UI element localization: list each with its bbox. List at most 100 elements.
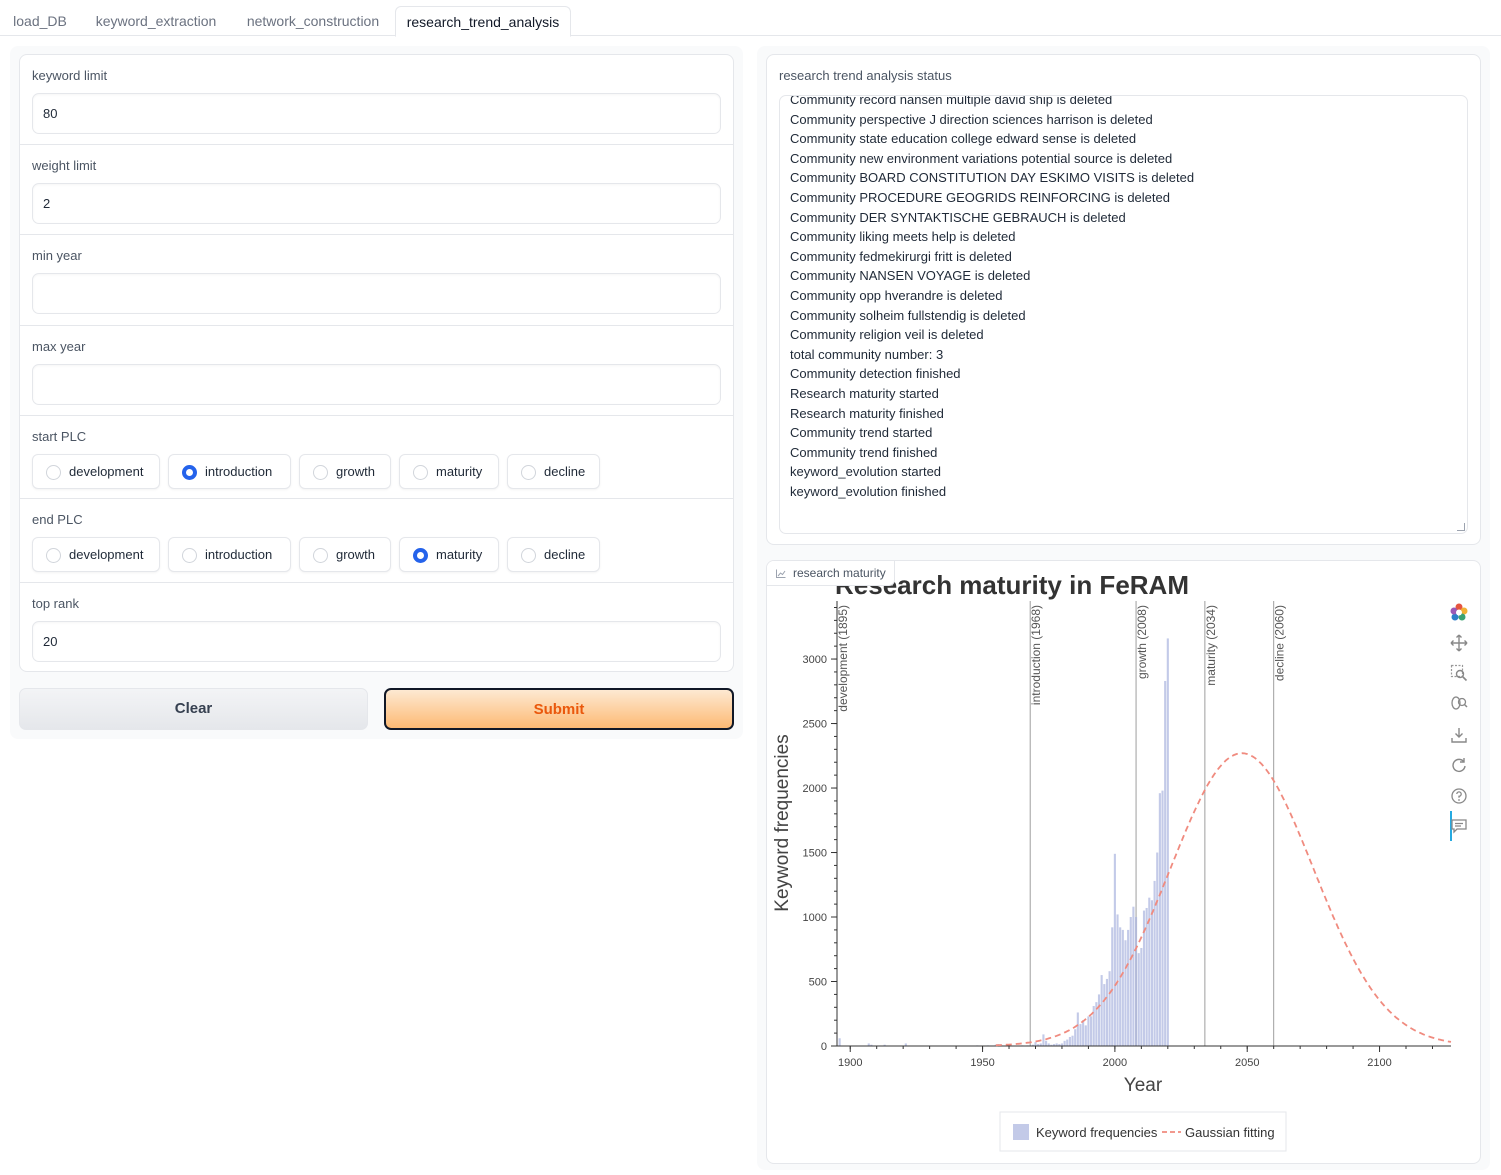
frequency-bar <box>1092 1006 1095 1046</box>
start-plc-option-maturity[interactable]: maturity <box>399 454 499 489</box>
tab-keyword-extraction[interactable]: keyword_extraction <box>95 13 217 29</box>
radio-label: maturity <box>436 464 483 479</box>
top-rank-input[interactable] <box>32 621 721 662</box>
research-maturity-chart[interactable]: Research maturity in FeRAM development (… <box>767 561 1481 1164</box>
frequency-bar <box>1060 1043 1064 1046</box>
min-year-input[interactable] <box>32 273 721 314</box>
max-year-input[interactable] <box>32 364 721 405</box>
frequency-bar <box>1166 638 1169 1046</box>
weight-limit-label: weight limit <box>32 158 97 173</box>
bokeh-logo-icon[interactable] <box>1450 603 1468 621</box>
radio-dot <box>46 548 61 563</box>
frequency-bar <box>1161 790 1164 1046</box>
status-box: research trend analysis status Community… <box>766 54 1481 545</box>
submit-button[interactable]: Submit <box>384 688 734 730</box>
status-lines: Community record nansen multiple david s… <box>790 96 1195 501</box>
hover-icon[interactable] <box>1450 817 1468 835</box>
phase-label: introduction (1968) <box>1029 605 1043 705</box>
radio-label: growth <box>336 464 376 479</box>
frequency-bar <box>1071 1035 1074 1046</box>
status-line: keyword_evolution finished <box>790 483 947 499</box>
radio-label: development <box>69 464 144 479</box>
status-line: Community NANSEN VOYAGE is deleted <box>790 268 1031 284</box>
frequency-bar <box>1090 1016 1093 1046</box>
radio-dot <box>182 465 197 480</box>
y-tick-label: 1000 <box>803 912 827 924</box>
legend-label-gaussian: Gaussian fitting <box>1185 1125 1275 1140</box>
plot-panel: research maturity Research maturity in F… <box>766 560 1481 1164</box>
radio-dot <box>521 548 536 563</box>
y-tick-label: 500 <box>809 977 827 989</box>
max-year-field: max year <box>20 326 733 416</box>
frequency-bar <box>1066 1039 1069 1046</box>
start-plc-option-growth[interactable]: growth <box>299 454 391 489</box>
y-tick-label: 0 <box>821 1041 827 1053</box>
frequency-bar <box>1108 971 1111 1046</box>
weight-limit-input[interactable] <box>32 183 721 224</box>
end-plc-label: end PLC <box>32 512 83 527</box>
tab-network-construction[interactable]: network_construction <box>246 13 380 29</box>
start-plc-option-development[interactable]: development <box>32 454 160 489</box>
box-zoom-icon[interactable] <box>1450 664 1468 682</box>
x-tick-label: 1900 <box>838 1057 862 1069</box>
frequency-bar <box>1084 1025 1087 1046</box>
frequency-bar <box>1111 927 1114 1046</box>
tab-load-db[interactable]: load_DB <box>13 13 67 29</box>
radio-dot <box>521 465 536 480</box>
pan-icon[interactable] <box>1450 634 1468 652</box>
y-tick-label: 1500 <box>803 848 827 860</box>
end-plc-option-decline[interactable]: decline <box>507 537 600 572</box>
status-line: Research maturity finished <box>790 405 944 421</box>
frequency-bar <box>904 1043 907 1046</box>
radio-label: growth <box>336 547 376 562</box>
status-line: Community PROCEDURE GEOGRIDS REINFORCING… <box>790 189 1170 205</box>
keyword-limit-input[interactable] <box>32 93 721 134</box>
chart-icon <box>776 569 786 578</box>
top-rank-field: top rank <box>20 583 733 671</box>
status-line: Community DER SYNTAKTISCHE GEBRAUCH is d… <box>790 209 1126 225</box>
legend-label-frequencies: Keyword frequencies <box>1036 1125 1158 1140</box>
frequency-bar <box>1079 1024 1082 1046</box>
frequency-bar <box>1087 1016 1090 1046</box>
radio-dot <box>413 465 428 480</box>
chart-legend: Keyword frequencies Gaussian fitting <box>999 1111 1287 1152</box>
frequency-bar <box>1068 1036 1071 1046</box>
status-line: Community liking meets help is deleted <box>790 229 1016 245</box>
frequency-bar <box>1058 1044 1061 1046</box>
keyword-limit-label: keyword limit <box>32 68 108 83</box>
start-plc-option-introduction[interactable]: introduction <box>168 454 291 489</box>
resize-handle-icon[interactable] <box>1457 523 1465 531</box>
status-line: Community trend started <box>790 425 933 441</box>
status-textarea[interactable]: Community record nansen multiple david s… <box>779 95 1468 534</box>
frequency-bar <box>1074 1029 1077 1046</box>
x-axis-title: Year <box>1124 1075 1163 1096</box>
x-tick-label: 2000 <box>1103 1057 1127 1069</box>
y-tick-label: 2000 <box>803 783 827 795</box>
tab-research-trend-analysis[interactable]: research_trend_analysis <box>395 6 571 37</box>
gaussian-fit-line <box>995 752 1452 1047</box>
end-plc-option-introduction[interactable]: introduction <box>168 537 291 572</box>
frequency-bar <box>1164 680 1167 1046</box>
end-plc-option-development[interactable]: development <box>32 537 160 572</box>
save-icon[interactable] <box>1450 726 1468 744</box>
x-tick-label: 2100 <box>1367 1057 1391 1069</box>
status-line: Community detection finished <box>790 366 961 382</box>
frequency-bar <box>1116 914 1119 1046</box>
clear-button[interactable]: Clear <box>19 688 368 730</box>
end-plc-option-growth[interactable]: growth <box>299 537 391 572</box>
phase-label: maturity (2034) <box>1204 605 1218 686</box>
wheel-zoom-icon[interactable] <box>1450 695 1468 713</box>
phase-label: growth (2008) <box>1135 605 1149 679</box>
x-tick-label: 2050 <box>1235 1057 1259 1069</box>
status-line: Community BOARD CONSTITUTION DAY ESKIMO … <box>790 170 1195 186</box>
frequency-bar <box>1037 1044 1040 1046</box>
frequency-bar <box>1095 1002 1098 1046</box>
help-icon[interactable] <box>1450 787 1468 805</box>
frequency-bar <box>1052 1044 1056 1046</box>
radio-dot <box>313 465 328 480</box>
frequency-bar <box>1076 1012 1079 1046</box>
end-plc-option-maturity[interactable]: maturity <box>399 537 499 572</box>
tab-bar: load_DB keyword_extraction network_const… <box>0 0 1501 37</box>
reset-icon[interactable] <box>1450 756 1468 774</box>
start-plc-option-decline[interactable]: decline <box>507 454 600 489</box>
